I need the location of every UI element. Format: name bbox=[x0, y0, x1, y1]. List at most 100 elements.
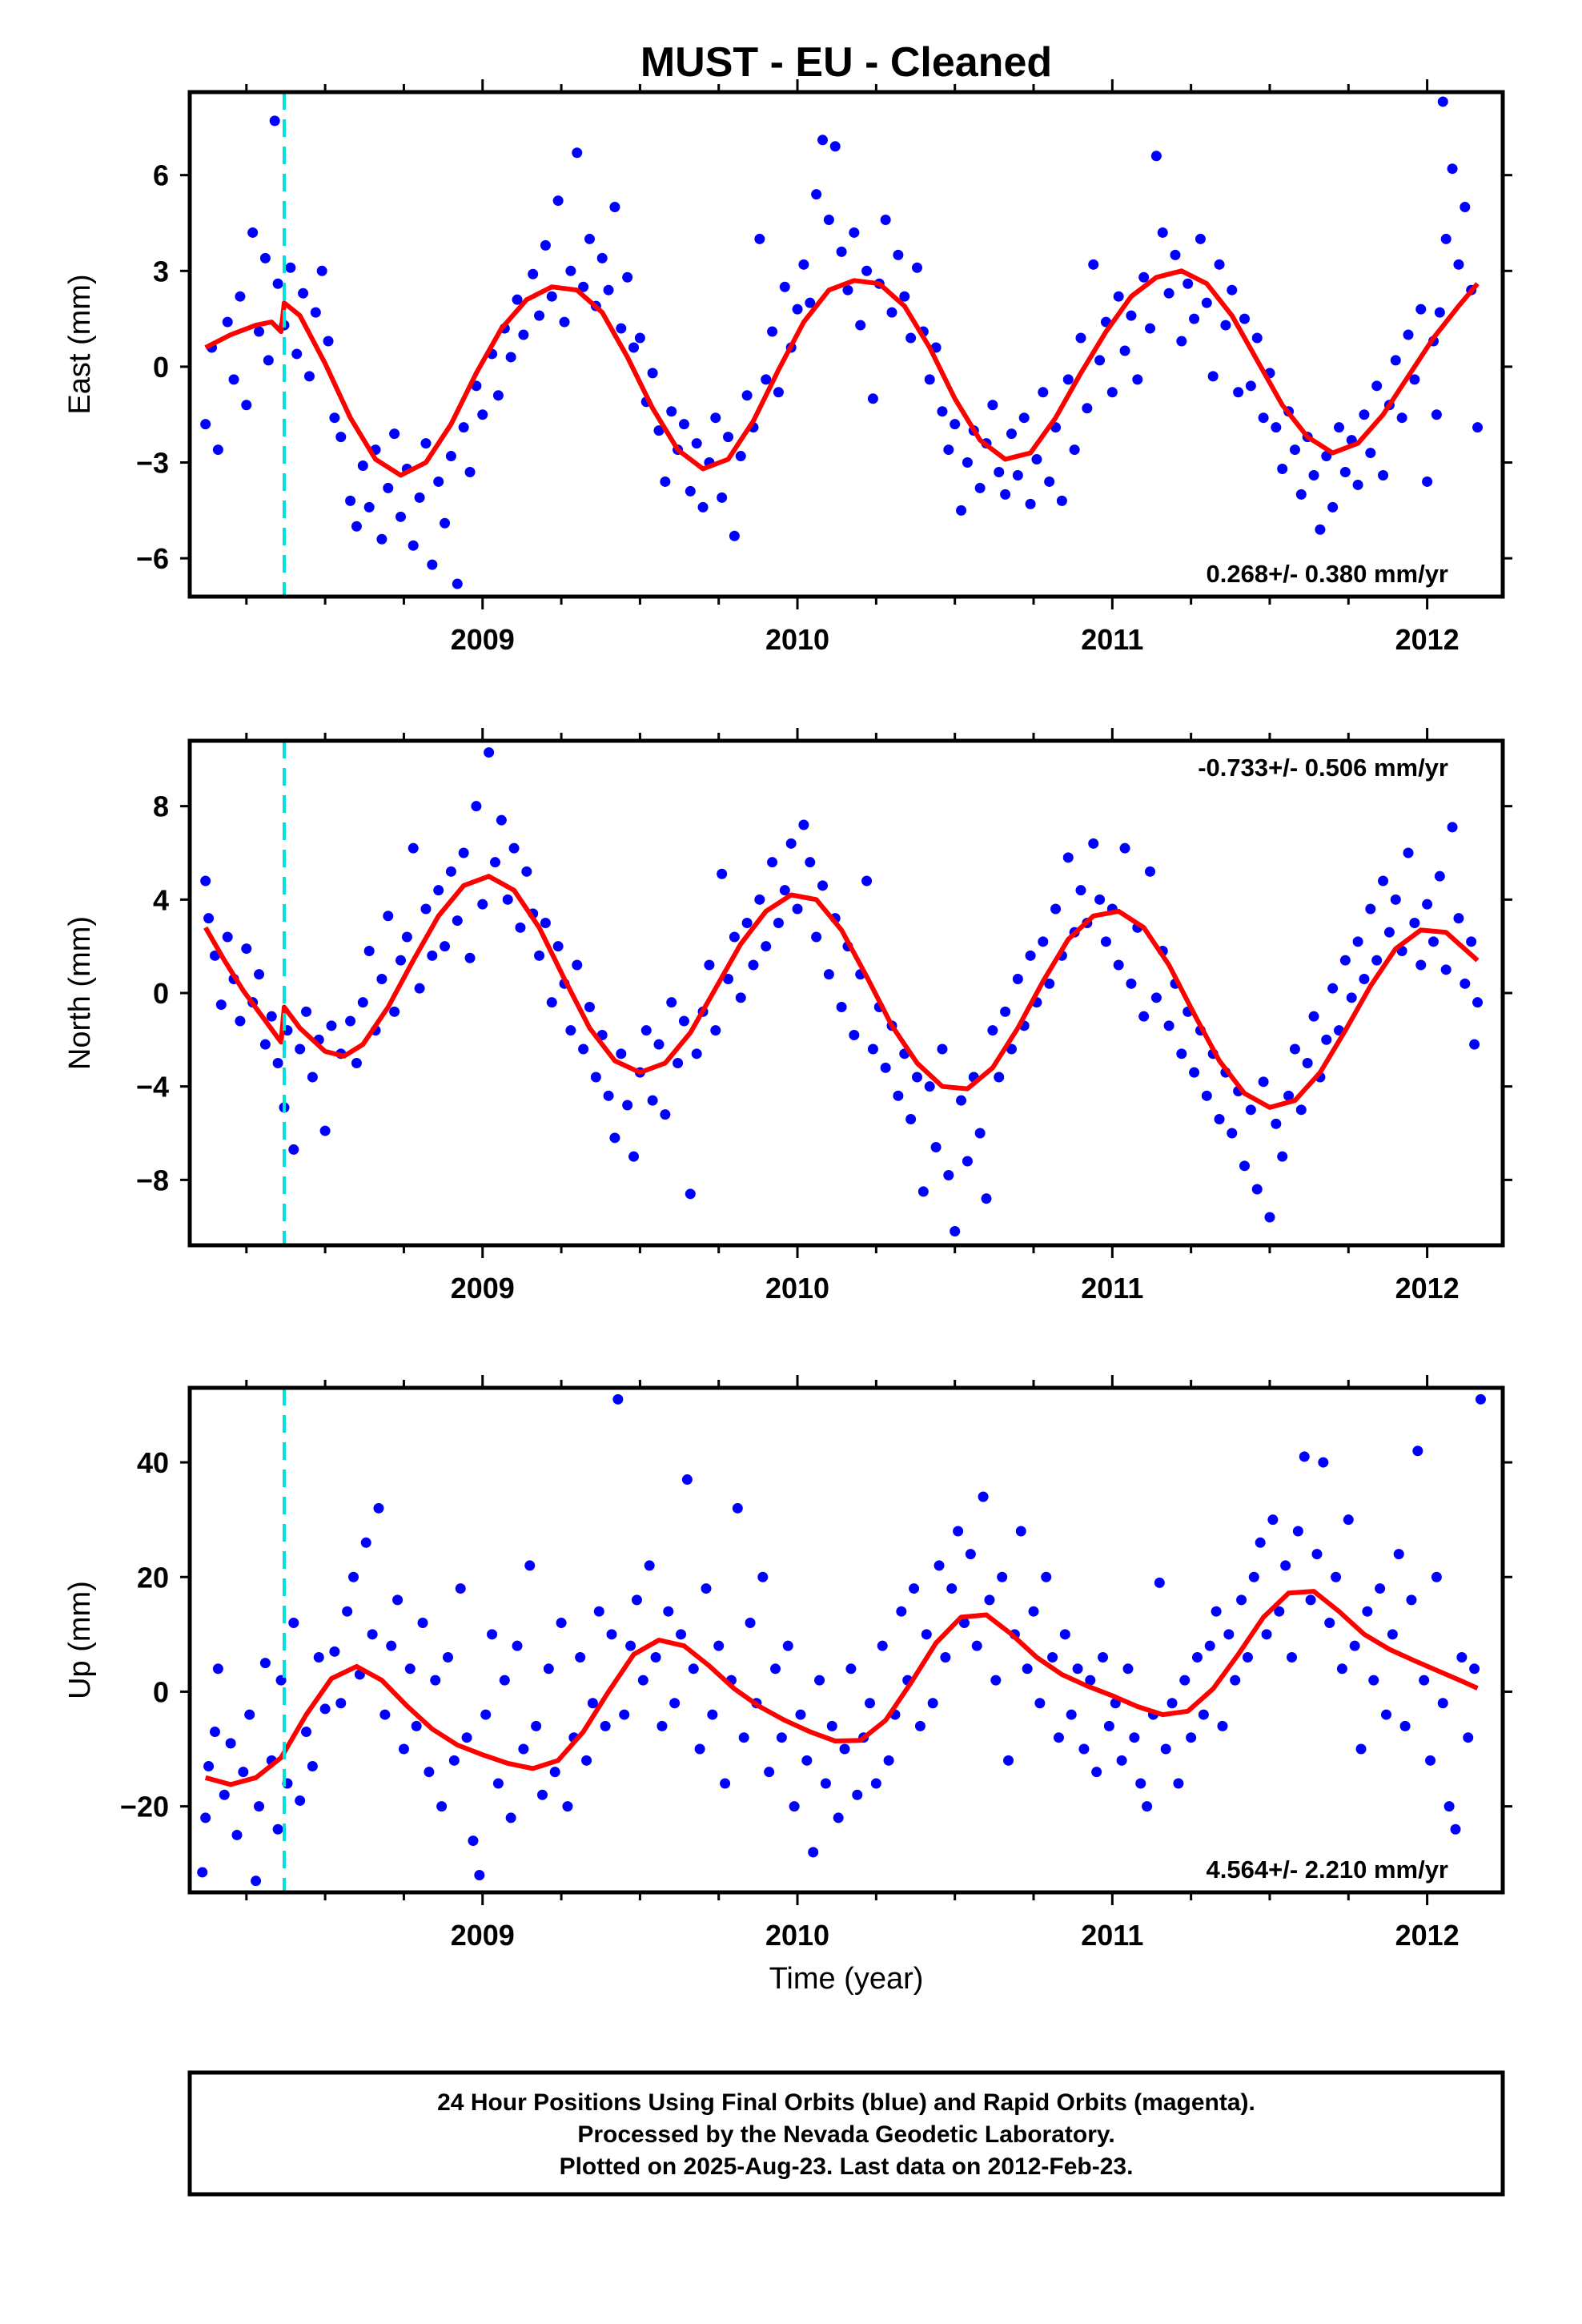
east-data-point bbox=[1245, 380, 1256, 392]
north-data-point bbox=[1371, 955, 1383, 966]
east-data-point bbox=[956, 505, 967, 516]
up-data-point bbox=[335, 1698, 347, 1709]
up-data-point bbox=[1456, 1651, 1468, 1663]
east-data-point bbox=[1431, 409, 1442, 420]
east-data-point bbox=[235, 291, 246, 302]
north-data-point bbox=[1264, 1212, 1275, 1223]
up-data-point bbox=[808, 1847, 819, 1858]
up-data-point bbox=[1236, 1594, 1247, 1606]
up-data-point bbox=[203, 1761, 215, 1771]
north-data-point bbox=[1245, 1104, 1256, 1116]
east-panel-frame bbox=[187, 90, 1505, 599]
up-data-point bbox=[319, 1703, 331, 1715]
up-data-point bbox=[1387, 1629, 1398, 1640]
up-data-point bbox=[411, 1720, 422, 1731]
east-data-point bbox=[1176, 336, 1187, 347]
north-data-point bbox=[484, 747, 495, 758]
up-data-point bbox=[795, 1709, 806, 1720]
east-data-point bbox=[329, 412, 340, 424]
up-data-point bbox=[448, 1755, 460, 1766]
north-data-point bbox=[761, 941, 772, 952]
up-data-point bbox=[826, 1720, 837, 1731]
up-data-point bbox=[958, 1618, 970, 1629]
up-data-point bbox=[442, 1651, 453, 1663]
up-data-point bbox=[487, 1629, 498, 1640]
east-data-point bbox=[1018, 412, 1030, 424]
footer-line-plotted: Plotted on 2025-Aug-23. Last data on 201… bbox=[560, 2153, 1134, 2180]
north-data-point bbox=[1378, 875, 1389, 887]
north-data-point bbox=[200, 875, 211, 887]
up-data-point bbox=[1041, 1571, 1052, 1582]
up-data-point bbox=[468, 1835, 479, 1847]
north-data-point bbox=[1126, 978, 1137, 989]
east-y-axis-label: East (mm) bbox=[63, 274, 97, 414]
north-data-point bbox=[1460, 978, 1471, 989]
up-x-tick-label: 2011 bbox=[1081, 1919, 1143, 1952]
up-data-point bbox=[231, 1829, 243, 1840]
east-data-point bbox=[345, 495, 356, 506]
up-y-tick-label: 0 bbox=[153, 1675, 169, 1708]
east-data-point bbox=[269, 115, 280, 127]
east-data-point bbox=[741, 390, 753, 401]
east-data-point bbox=[200, 419, 211, 430]
east-data-point bbox=[616, 323, 627, 334]
up-data-point bbox=[1078, 1743, 1090, 1755]
up-data-point bbox=[1053, 1732, 1064, 1743]
east-data-point bbox=[893, 249, 904, 260]
up-data-point bbox=[776, 1732, 787, 1743]
east-y-tick-label: −6 bbox=[136, 542, 169, 575]
east-data-point bbox=[505, 352, 516, 363]
up-data-point bbox=[864, 1698, 875, 1709]
east-data-point bbox=[823, 214, 834, 225]
east-data-point bbox=[1239, 313, 1251, 324]
east-data-point bbox=[241, 400, 252, 411]
north-x-tick-label: 2011 bbox=[1081, 1272, 1143, 1305]
up-data-point bbox=[1217, 1720, 1228, 1731]
east-data-point bbox=[767, 326, 778, 337]
east-data-point bbox=[389, 428, 400, 440]
east-data-point bbox=[222, 316, 233, 328]
east-data-point bbox=[1315, 524, 1326, 535]
east-data-point bbox=[1031, 454, 1042, 465]
up-data-point bbox=[301, 1727, 312, 1738]
north-data-point bbox=[911, 1072, 922, 1083]
up-data-point bbox=[1425, 1755, 1436, 1766]
east-data-point bbox=[634, 332, 645, 344]
east-data-point bbox=[1088, 259, 1099, 270]
up-data-point bbox=[1204, 1640, 1215, 1651]
east-data-point bbox=[464, 466, 476, 477]
east-data-point bbox=[1119, 345, 1130, 356]
north-data-point bbox=[622, 1100, 633, 1111]
up-data-point bbox=[606, 1629, 617, 1640]
east-data-point bbox=[1339, 466, 1351, 477]
north-data-point bbox=[1472, 997, 1484, 1008]
north-data-point bbox=[823, 969, 834, 980]
up-data-point bbox=[543, 1663, 554, 1675]
north-data-point bbox=[1138, 1011, 1150, 1022]
north-data-point bbox=[235, 1015, 246, 1027]
up-plot-area bbox=[197, 1388, 1486, 1892]
east-data-point bbox=[1403, 329, 1414, 340]
east-data-point bbox=[440, 517, 451, 529]
north-velocity-rate: -0.733+/- 0.506 mm/yr bbox=[1198, 754, 1448, 782]
north-data-point bbox=[779, 885, 790, 896]
east-data-point bbox=[1365, 448, 1376, 459]
east-data-point bbox=[247, 227, 259, 238]
east-data-point bbox=[1182, 278, 1194, 289]
north-data-point bbox=[1390, 894, 1401, 905]
east-y-tick-label: 0 bbox=[153, 351, 169, 384]
east-data-point bbox=[924, 374, 935, 385]
up-data-point bbox=[663, 1606, 674, 1617]
east-data-point bbox=[829, 141, 841, 152]
north-data-point bbox=[396, 955, 407, 966]
up-data-point bbox=[1230, 1675, 1241, 1686]
up-data-point bbox=[971, 1640, 982, 1651]
up-data-point bbox=[1305, 1594, 1316, 1606]
east-data-point bbox=[666, 406, 677, 417]
north-data-point bbox=[1163, 1020, 1174, 1031]
east-data-point bbox=[1207, 371, 1219, 382]
up-data-point bbox=[997, 1571, 1008, 1582]
north-data-point bbox=[521, 866, 532, 877]
footer-line-orbits: 24 Hour Positions Using Final Orbits (bl… bbox=[437, 2089, 1255, 2116]
north-data-point bbox=[1100, 936, 1111, 947]
